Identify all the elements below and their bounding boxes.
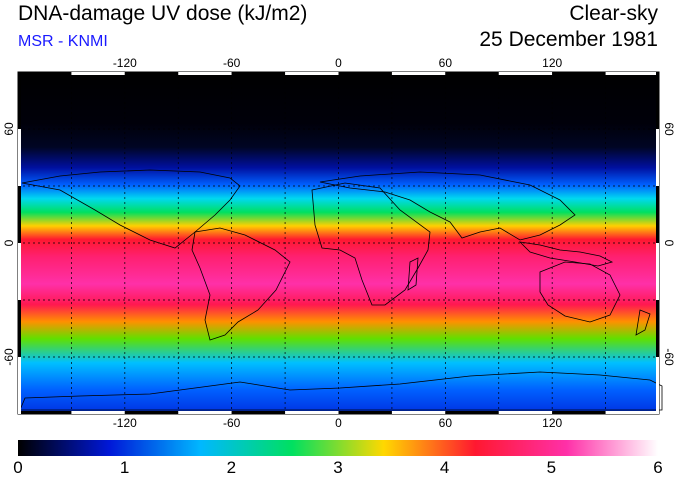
frame-tick-bar [18, 72, 72, 75]
lon-label-bottom: 0 [335, 416, 342, 430]
coast-australia [539, 261, 621, 323]
date-label: 25 December 1981 [479, 28, 658, 51]
lon-label-top: -60 [222, 56, 241, 70]
source-label: MSR - KNMI [18, 33, 108, 50]
frame-tick-bar [18, 411, 72, 414]
coast-new-zealand [635, 309, 651, 336]
sky-condition-label: Clear-sky [569, 2, 658, 25]
frame-tick-bar [656, 186, 659, 243]
frame-tick-bar [552, 72, 606, 75]
frame-tick-bar [656, 300, 659, 357]
frame-tick-bar [285, 411, 339, 414]
colorbar-gradient [18, 440, 658, 456]
lon-label-bottom: -120 [112, 416, 137, 430]
coastline-layer [19, 169, 663, 411]
map-title: DNA-damage UV dose (kJ/m2) [18, 2, 308, 25]
graticule [18, 72, 659, 414]
frame-tick-bar [445, 411, 499, 414]
lat-label-right: 60 [662, 122, 676, 136]
frame-tick-bar [338, 72, 392, 75]
frame-tick-bar [498, 72, 553, 75]
frame-tick-bar [124, 411, 179, 414]
colorbar-tick-label: 1 [119, 458, 130, 477]
coast-madagascar [407, 257, 419, 291]
coast-eurasia [319, 171, 576, 241]
colorbar-tick-label: 4 [439, 458, 450, 477]
lon-label-top: 0 [335, 56, 342, 70]
frame-tick-bar [605, 72, 659, 75]
frame-tick-bar [391, 72, 446, 75]
frame-tick-bar [656, 129, 659, 186]
frame-tick-bar [18, 243, 21, 300]
lon-label-top: 60 [438, 56, 453, 70]
frame-tick-bar [498, 411, 553, 414]
frame-tick-bar [18, 300, 21, 357]
frame-tick-bar [656, 357, 659, 414]
frame-tick-bar [552, 411, 606, 414]
frame-tick-bar [445, 72, 499, 75]
frame-tick-bar [285, 72, 339, 75]
frame-tick-bar [71, 72, 125, 75]
colorbar-tick-label: 2 [226, 458, 237, 477]
colorbar-tick-label: 6 [653, 458, 663, 477]
colorbar-tick-label: 5 [546, 458, 557, 477]
lon-label-top: 120 [542, 56, 563, 70]
lat-label-left: 0 [2, 239, 16, 247]
frame-tick-bar [656, 243, 659, 300]
frame-tick-bar [231, 411, 286, 414]
frame-tick-bar [605, 411, 659, 414]
frame-tick-bar [656, 72, 659, 129]
lat-label-right: 0 [662, 239, 676, 247]
lat-label-left: -60 [2, 348, 16, 366]
coast-antarctica [19, 371, 663, 411]
colorbar-tick-label: 3 [333, 458, 343, 477]
frame-tick-bar [18, 72, 21, 129]
frame-tick-bar [124, 72, 179, 75]
lon-label-bottom: 60 [438, 416, 453, 430]
frame-tick-bar [231, 72, 286, 75]
lon-label-bottom: 120 [542, 416, 563, 430]
frame-tick-bar [71, 411, 125, 414]
coast-south-america [191, 227, 291, 341]
coast-africa [311, 182, 431, 306]
frame-tick-bar [391, 411, 446, 414]
frame-tick-bar [178, 411, 232, 414]
lon-label-bottom: -60 [222, 416, 241, 430]
frame-tick-bar [18, 357, 21, 414]
map-frame [17, 71, 660, 415]
frame-tick-bar [338, 411, 392, 414]
coast-indonesia [518, 241, 614, 267]
colorbar-tick-label: 0 [13, 458, 23, 477]
coast-north-america [21, 169, 241, 249]
lat-label-right: -60 [662, 348, 676, 366]
lat-label-left: 60 [2, 122, 16, 136]
frame-tick-bar [18, 186, 21, 243]
frame-tick-bar [18, 129, 21, 186]
frame-tick-bar [178, 72, 232, 75]
lon-label-top: -120 [112, 56, 137, 70]
